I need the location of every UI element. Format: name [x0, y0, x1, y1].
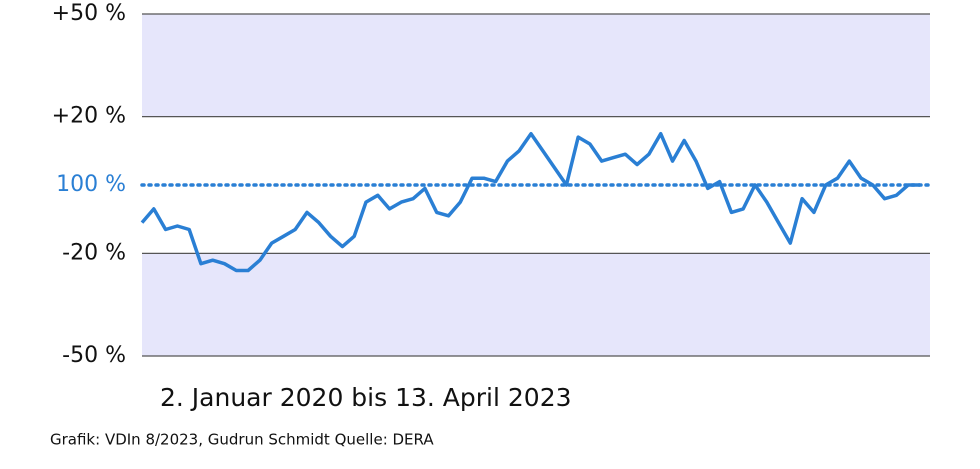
source-note: Grafik: VDIn 8/2023, Gudrun Schmidt Quel… — [50, 431, 434, 449]
plot-area: +50 % +20 % 100 % -20 % -50 % — [52, 1, 932, 368]
y-tick-label: 100 % — [56, 172, 126, 197]
y-tick-label: -50 % — [62, 343, 126, 368]
y-tick-label: +50 % — [52, 1, 126, 26]
y-tick-label: -20 % — [62, 240, 126, 265]
y-tick-label: +20 % — [52, 104, 126, 129]
x-axis-label: 2. Januar 2020 bis 13. April 2023 — [160, 383, 572, 412]
data-line — [140, 131, 920, 273]
band — [142, 14, 930, 117]
band — [142, 253, 930, 356]
